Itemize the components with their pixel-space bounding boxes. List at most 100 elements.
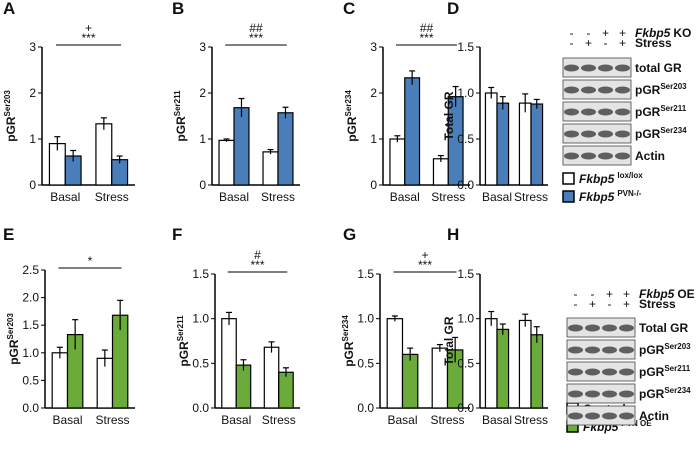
blot-band: [568, 390, 583, 398]
error-bar: [533, 98, 540, 109]
y-label-main: pGR: [174, 116, 188, 142]
blot-band: [581, 108, 596, 116]
row-main: pGR: [635, 105, 661, 119]
y-tick-label: 0.0: [22, 401, 39, 415]
y-tick-label: 2: [29, 86, 36, 100]
y-axis-label: pGRSer234: [344, 90, 359, 142]
lane-stress: +: [585, 36, 592, 50]
error-bar: [116, 155, 123, 164]
error-bar: [436, 343, 443, 352]
y-tick-label: 0.5: [357, 356, 374, 370]
y-label-sup: Ser211: [176, 315, 185, 341]
row-main: total GR: [635, 61, 682, 75]
lane-stress: -: [604, 36, 608, 50]
blot-band: [615, 130, 630, 138]
lane-stress: +: [623, 297, 630, 311]
error-bar: [226, 311, 233, 325]
x-tick-label: Stress: [514, 190, 548, 204]
panel-letter: C: [343, 0, 355, 18]
row-sup: Ser203: [664, 342, 691, 351]
y-tick-label: 3: [29, 40, 36, 54]
significance-label: #: [254, 248, 261, 262]
bar: [518, 319, 532, 409]
lane-stress: +: [619, 36, 626, 50]
y-tick-label: 1.5: [457, 267, 474, 281]
y-tick-label: 0.5: [457, 356, 474, 370]
blot-band: [602, 412, 617, 420]
y-tick-label: 2.5: [22, 263, 39, 277]
blot-band: [619, 390, 634, 398]
y-tick-label: 0.5: [22, 373, 39, 387]
blot-strip: [562, 123, 632, 144]
error-bar: [56, 346, 63, 359]
x-tick-label: Basal: [390, 190, 420, 204]
blot-strip: [562, 101, 632, 122]
blot-band: [602, 368, 617, 376]
lane-factor: +: [606, 287, 613, 301]
error-bar: [499, 96, 506, 110]
x-tick-label: Stress: [95, 190, 129, 204]
blot-strip: [566, 317, 636, 338]
error-bar: [488, 310, 495, 326]
error-bar: [240, 359, 247, 371]
bar: [401, 353, 419, 409]
blot-band: [581, 86, 596, 94]
x-tick-label: Stress: [95, 413, 129, 427]
x-tick-label: Basal: [482, 413, 512, 427]
blot-band: [602, 324, 617, 332]
x-tick-label: Stress: [261, 190, 295, 204]
lane-factor: -: [591, 287, 595, 301]
blot-band: [564, 152, 579, 160]
factor-name: Fkbp5: [635, 26, 671, 40]
blot-band: [615, 64, 630, 72]
bar: [389, 138, 406, 186]
lane-factor: +: [602, 26, 609, 40]
y-tick-label: 2: [370, 86, 377, 100]
y-label-main: pGR: [177, 341, 191, 367]
bar: [484, 318, 498, 409]
legend-swatch: [562, 172, 575, 185]
blot-band: [615, 152, 630, 160]
blot-band: [615, 86, 630, 94]
blot-band: [598, 130, 613, 138]
blot-factor: Fkbp5 KO: [635, 26, 691, 40]
row-sup: Ser211: [664, 364, 690, 373]
y-tick-label: 0: [370, 178, 377, 192]
legend-sup: PVN OE: [621, 419, 652, 428]
bar: [51, 352, 69, 409]
lane-factor: -: [570, 26, 574, 40]
y-label-main: pGR: [342, 341, 356, 367]
panel-letter: G: [343, 225, 356, 244]
blot-row-label: pGRSer203: [639, 342, 691, 357]
y-tick-label: 1.5: [22, 318, 39, 332]
blot-band: [568, 324, 583, 332]
x-tick-label: Stress: [430, 413, 464, 427]
blot-band: [619, 412, 634, 420]
y-tick-label: 0.5: [457, 132, 474, 146]
y-tick-label: 1.0: [22, 346, 39, 360]
blot-band: [585, 324, 600, 332]
bar: [496, 102, 510, 186]
blot-band: [564, 108, 579, 116]
bar: [277, 112, 294, 186]
x-tick-label: Basal: [482, 190, 512, 204]
error-bar: [394, 135, 401, 143]
legend-name: Fkbp5: [579, 172, 615, 186]
error-bar: [72, 319, 79, 350]
blot-band: [568, 412, 583, 420]
bar: [221, 318, 237, 409]
blot-row-label: pGRSer211: [639, 364, 691, 379]
legend-label: Fkbp5 lox/lox: [579, 171, 643, 186]
lane-factor: -: [574, 287, 578, 301]
panel-letter: A: [3, 0, 15, 18]
row-sup: Ser234: [660, 126, 687, 135]
blot-band: [598, 152, 613, 160]
blot-stress: Stress: [639, 297, 676, 311]
significance-label: ##: [249, 21, 263, 35]
blot-strip: [562, 145, 632, 166]
x-tick-label: Stress: [431, 190, 465, 204]
y-tick-label: 0.0: [457, 401, 474, 415]
error-bar: [522, 93, 529, 113]
blot-factor: Fkbp5 OE: [639, 287, 695, 301]
x-tick-label: Stress: [262, 413, 296, 427]
